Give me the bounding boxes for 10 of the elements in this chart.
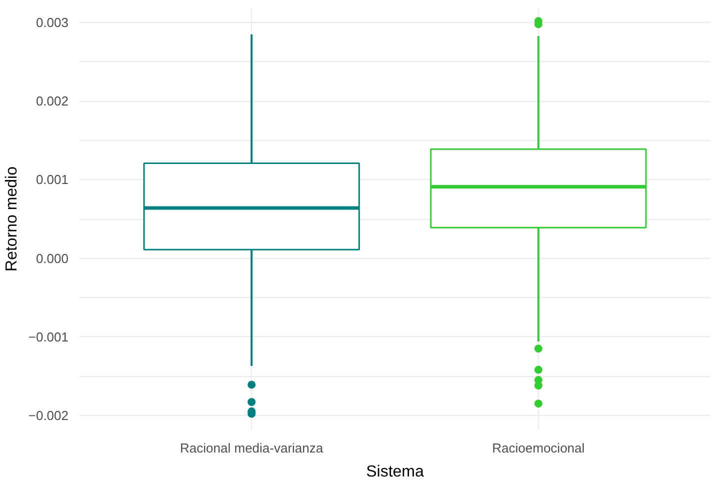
y-tick-label: 0.002 [36, 94, 69, 109]
y-tick-label: 0.000 [36, 250, 69, 266]
y-tick-label: −0.002 [28, 408, 68, 423]
x-tick-label: Racioemocional [492, 440, 585, 456]
y-tick-label: 0.003 [36, 15, 69, 30]
y-tick-label: −0.001 [28, 329, 68, 344]
x-axis-title: Sistema [366, 464, 424, 480]
y-axis-title: Retorno medio [3, 166, 20, 272]
y-tick-label: 0.001 [36, 172, 69, 188]
x-tick-label: Racional media-varianza [180, 440, 324, 456]
